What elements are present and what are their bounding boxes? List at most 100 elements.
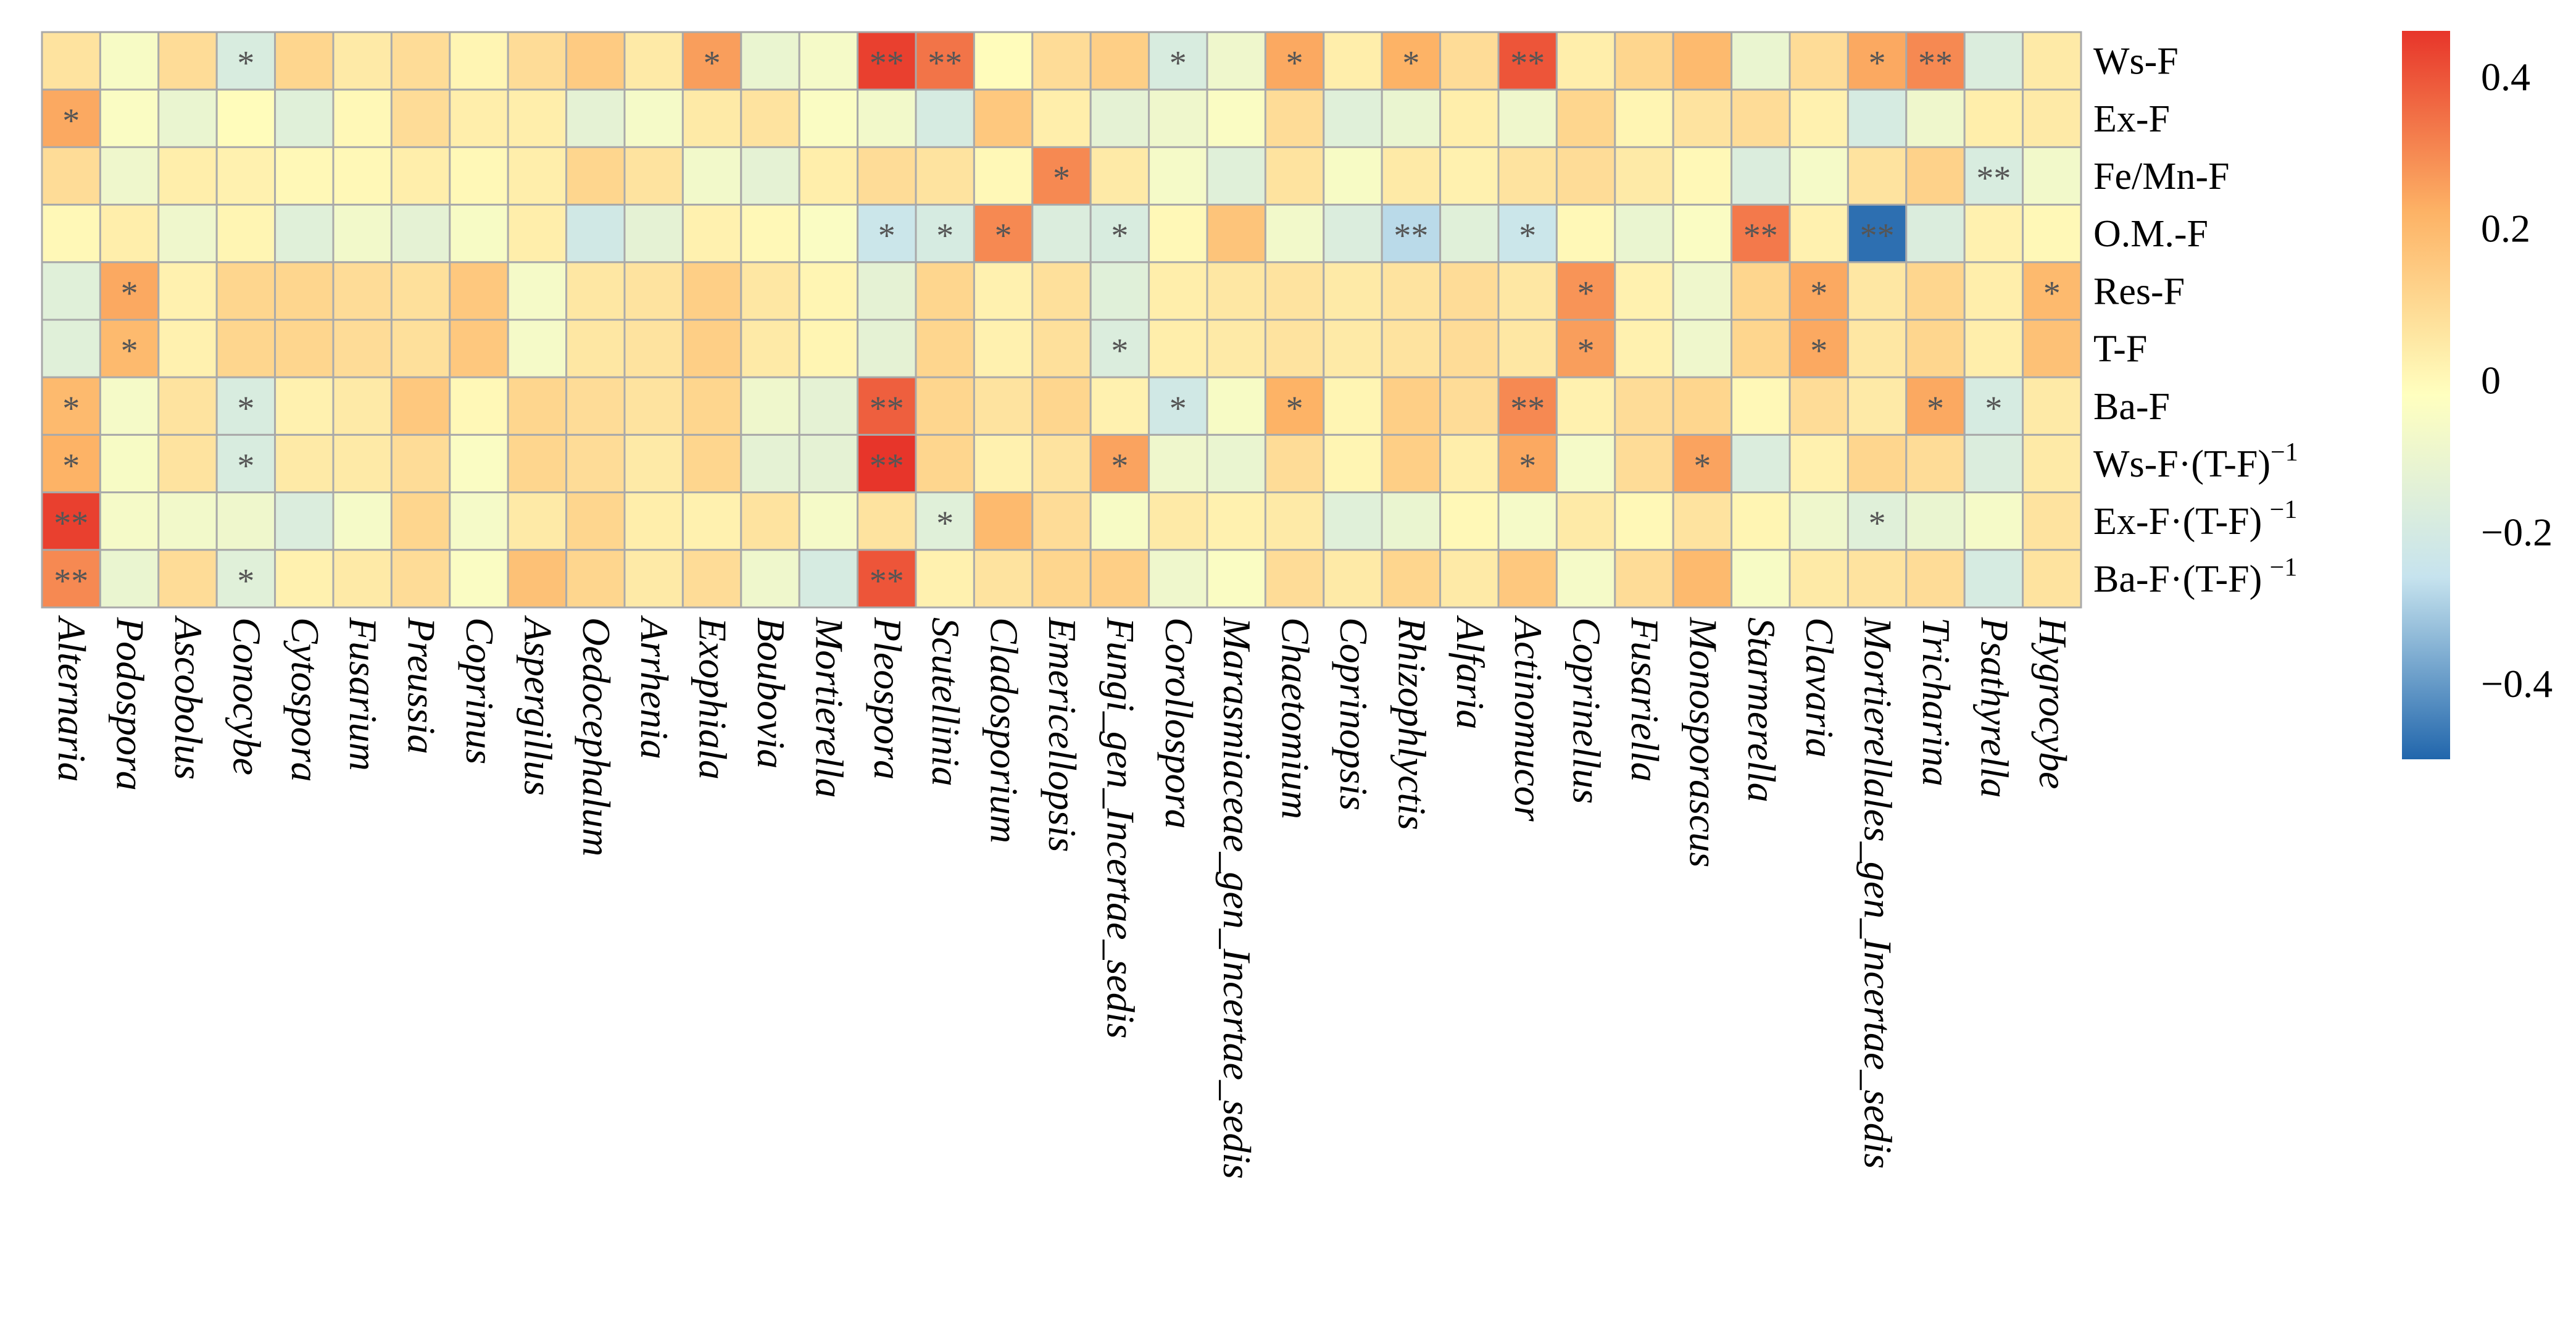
heatmap-cell — [274, 491, 334, 551]
heatmap-cell — [2022, 146, 2082, 206]
significance-marker: ** — [870, 44, 904, 83]
heatmap-cell — [215, 261, 276, 321]
heatmap-cell — [1963, 491, 2024, 551]
heatmap-cell — [857, 549, 917, 609]
significance-marker: * — [1170, 44, 1187, 83]
column-label: Hygrocybe — [2031, 617, 2075, 789]
heatmap-cell — [740, 376, 800, 436]
heatmap-cell — [1905, 88, 1966, 148]
heatmap-cell — [332, 319, 393, 378]
heatmap-cell — [1555, 88, 1616, 148]
heatmap-cell — [1905, 376, 1966, 436]
colorbar-tick-label: 0.2 — [2481, 207, 2530, 251]
heatmap-cell — [681, 376, 742, 436]
significance-marker: * — [237, 44, 254, 83]
heatmap-cell — [1439, 433, 1500, 494]
significance-marker: ** — [870, 447, 904, 485]
heatmap-cell — [681, 261, 742, 321]
heatmap-cell — [565, 549, 626, 609]
heatmap-cell — [1031, 491, 1092, 551]
heatmap-cell — [623, 319, 684, 378]
heatmap-cell — [1614, 549, 1674, 609]
heatmap-cell — [1555, 204, 1616, 264]
heatmap-cell — [99, 204, 160, 264]
significance-marker: ** — [870, 562, 904, 600]
heatmap-cell — [798, 491, 859, 551]
heatmap-cell — [565, 376, 626, 436]
column-label: Starmerella — [1740, 617, 1784, 802]
significance-marker: ** — [1394, 217, 1428, 255]
heatmap-cell — [332, 376, 393, 436]
heatmap-cell — [681, 491, 742, 551]
heatmap-cell — [274, 376, 334, 436]
heatmap-cell — [1206, 204, 1266, 264]
significance-marker: ** — [54, 562, 88, 600]
heatmap-cell — [99, 146, 160, 206]
column-label: Scutellinia — [924, 617, 968, 786]
heatmap-cell — [740, 31, 800, 91]
heatmap-cell — [973, 549, 1034, 609]
column-label: Aspergillus — [516, 615, 560, 796]
column-label: Ascobolus — [167, 615, 210, 780]
heatmap-cell — [740, 491, 800, 551]
heatmap-cell — [1672, 319, 1733, 378]
heatmap-cell — [41, 261, 101, 321]
heatmap-cell — [1905, 31, 1966, 91]
significance-marker: * — [1577, 332, 1595, 370]
column-label: Mortierella — [807, 617, 851, 798]
heatmap-cell — [1672, 88, 1733, 148]
heatmap-cell — [1555, 376, 1616, 436]
significance-marker: * — [936, 504, 954, 543]
heatmap-cell — [1963, 261, 2024, 321]
column-label: Clavaria — [1798, 617, 1842, 758]
heatmap-cell — [41, 549, 101, 609]
heatmap-cell — [157, 549, 218, 609]
heatmap-cell — [740, 319, 800, 378]
heatmap-cell — [1963, 319, 2024, 378]
heatmap-cell — [1847, 549, 1908, 609]
heatmap-cell — [1497, 146, 1558, 206]
significance-marker: * — [1810, 332, 1827, 370]
heatmap-cell — [1323, 433, 1383, 494]
heatmap-cell — [1847, 319, 1908, 378]
heatmap-cell — [1614, 376, 1674, 436]
heatmap-cell — [390, 491, 451, 551]
column-label: Boubovia — [749, 617, 793, 769]
significance-marker: ** — [54, 504, 88, 543]
heatmap-cell — [623, 31, 684, 91]
heatmap-cell — [1730, 433, 1791, 494]
significance-marker: * — [704, 44, 721, 83]
heatmap-cell — [1439, 549, 1500, 609]
heatmap-cell — [1323, 261, 1383, 321]
heatmap-cell — [1206, 376, 1266, 436]
heatmap-cell — [157, 204, 218, 264]
heatmap-cell — [274, 204, 334, 264]
heatmap-cell — [507, 31, 568, 91]
significance-marker: ** — [870, 390, 904, 428]
significance-marker: * — [1810, 274, 1827, 312]
heatmap-cell — [681, 146, 742, 206]
significance-marker: ** — [1510, 44, 1545, 83]
heatmap-cell — [215, 319, 276, 378]
heatmap-cell — [798, 88, 859, 148]
heatmap-cell — [449, 433, 509, 494]
heatmap-cell — [1264, 549, 1325, 609]
column-label: Alfaria — [1448, 615, 1492, 729]
column-label: Conocybe — [225, 617, 268, 775]
heatmap-cell — [449, 376, 509, 436]
heatmap-cell — [623, 88, 684, 148]
heatmap-cell — [1089, 319, 1150, 378]
heatmap-cell — [1264, 31, 1325, 91]
heatmap-cell — [1206, 491, 1266, 551]
heatmap-cell — [798, 146, 859, 206]
heatmap-cell — [215, 549, 276, 609]
heatmap-cell — [507, 319, 568, 378]
heatmap-cell — [1206, 146, 1266, 206]
heatmap-cell — [157, 319, 218, 378]
heatmap-cell — [2022, 31, 2082, 91]
heatmap-cell — [1381, 261, 1442, 321]
heatmap-cell — [1381, 88, 1442, 148]
heatmap-cell — [1672, 261, 1733, 321]
column-label: Tricharina — [1914, 617, 1958, 786]
significance-marker: * — [1869, 504, 1886, 543]
